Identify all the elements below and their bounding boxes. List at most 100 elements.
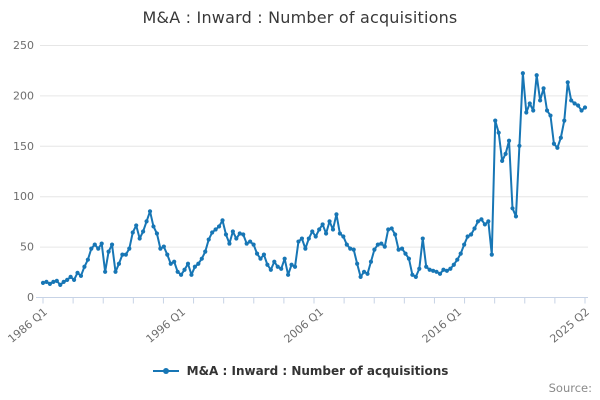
data-point[interactable]	[289, 262, 294, 267]
data-point[interactable]	[172, 259, 177, 264]
data-point[interactable]	[151, 224, 156, 229]
data-point[interactable]	[534, 73, 539, 78]
data-point[interactable]	[424, 264, 429, 269]
data-point[interactable]	[306, 236, 311, 241]
data-point[interactable]	[510, 206, 515, 211]
data-point[interactable]	[503, 151, 508, 156]
data-point[interactable]	[468, 232, 474, 237]
data-point[interactable]	[569, 98, 574, 103]
data-point[interactable]	[58, 282, 63, 287]
data-point[interactable]	[410, 272, 415, 277]
data-point[interactable]	[299, 236, 305, 241]
data-point[interactable]	[203, 249, 208, 254]
data-point[interactable]	[286, 272, 291, 277]
data-point[interactable]	[282, 256, 287, 261]
data-point[interactable]	[520, 71, 525, 76]
data-point[interactable]	[562, 118, 567, 123]
data-point[interactable]	[375, 242, 380, 247]
data-point[interactable]	[527, 101, 532, 106]
data-point[interactable]	[134, 223, 139, 228]
data-point[interactable]	[144, 219, 149, 224]
data-point[interactable]	[75, 270, 80, 275]
data-point[interactable]	[444, 268, 450, 273]
data-point[interactable]	[120, 252, 125, 257]
data-point[interactable]	[210, 230, 215, 235]
data-point[interactable]	[351, 247, 356, 252]
data-point[interactable]	[261, 252, 267, 257]
data-point[interactable]	[431, 268, 436, 273]
data-point[interactable]	[393, 232, 398, 237]
data-point[interactable]	[251, 242, 256, 247]
data-point[interactable]	[241, 232, 246, 237]
data-point[interactable]	[361, 269, 367, 274]
data-point[interactable]	[106, 249, 111, 254]
data-point[interactable]	[109, 242, 115, 247]
data-point[interactable]	[213, 227, 218, 232]
data-point[interactable]	[220, 218, 225, 223]
data-point[interactable]	[116, 261, 122, 266]
data-point[interactable]	[555, 145, 560, 150]
data-point[interactable]	[462, 242, 467, 247]
data-point[interactable]	[341, 234, 346, 239]
data-point[interactable]	[313, 234, 318, 239]
data-point[interactable]	[399, 246, 405, 251]
data-point[interactable]	[465, 234, 470, 239]
data-point[interactable]	[541, 86, 546, 91]
data-point[interactable]	[472, 226, 477, 231]
data-point[interactable]	[406, 256, 412, 261]
data-point[interactable]	[310, 229, 315, 234]
data-point[interactable]	[582, 105, 588, 110]
data-point[interactable]	[344, 242, 349, 247]
data-point[interactable]	[230, 229, 235, 234]
data-point[interactable]	[489, 252, 494, 257]
data-point[interactable]	[396, 247, 401, 252]
data-point[interactable]	[386, 227, 391, 232]
data-point[interactable]	[161, 244, 166, 249]
data-point[interactable]	[531, 108, 536, 113]
data-point[interactable]	[517, 143, 522, 148]
data-point[interactable]	[47, 281, 53, 286]
data-point[interactable]	[65, 277, 70, 282]
data-point[interactable]	[358, 274, 363, 279]
data-point[interactable]	[420, 236, 425, 241]
data-point[interactable]	[99, 241, 104, 246]
data-point[interactable]	[544, 108, 550, 113]
data-point[interactable]	[147, 209, 153, 214]
data-point[interactable]	[437, 271, 443, 276]
data-point[interactable]	[576, 103, 581, 108]
data-point[interactable]	[296, 239, 301, 244]
data-point[interactable]	[486, 219, 491, 224]
data-point[interactable]	[389, 226, 394, 231]
data-point[interactable]	[234, 236, 239, 241]
data-point[interactable]	[272, 259, 277, 264]
data-point[interactable]	[496, 130, 501, 135]
data-point[interactable]	[365, 271, 370, 276]
data-point[interactable]	[223, 232, 229, 237]
data-point[interactable]	[579, 108, 584, 113]
data-point[interactable]	[85, 257, 90, 262]
data-point[interactable]	[368, 259, 374, 264]
data-point[interactable]	[572, 101, 577, 106]
data-point[interactable]	[355, 261, 360, 266]
data-point[interactable]	[44, 279, 49, 284]
data-point[interactable]	[158, 246, 163, 251]
data-point[interactable]	[254, 251, 260, 256]
data-point[interactable]	[458, 251, 463, 256]
data-point[interactable]	[320, 222, 325, 227]
data-point[interactable]	[475, 219, 481, 224]
data-point[interactable]	[448, 266, 453, 271]
data-point[interactable]	[96, 246, 101, 251]
data-point[interactable]	[51, 279, 56, 284]
data-point[interactable]	[500, 158, 505, 164]
data-point[interactable]	[348, 246, 353, 251]
series-line[interactable]	[42, 72, 586, 286]
data-point[interactable]	[323, 231, 329, 236]
data-point[interactable]	[206, 237, 211, 242]
data-point[interactable]	[258, 256, 263, 261]
data-point[interactable]	[192, 264, 197, 269]
data-point[interactable]	[292, 264, 298, 269]
data-point[interactable]	[330, 227, 336, 232]
data-point[interactable]	[248, 239, 253, 244]
data-point[interactable]	[548, 113, 553, 118]
